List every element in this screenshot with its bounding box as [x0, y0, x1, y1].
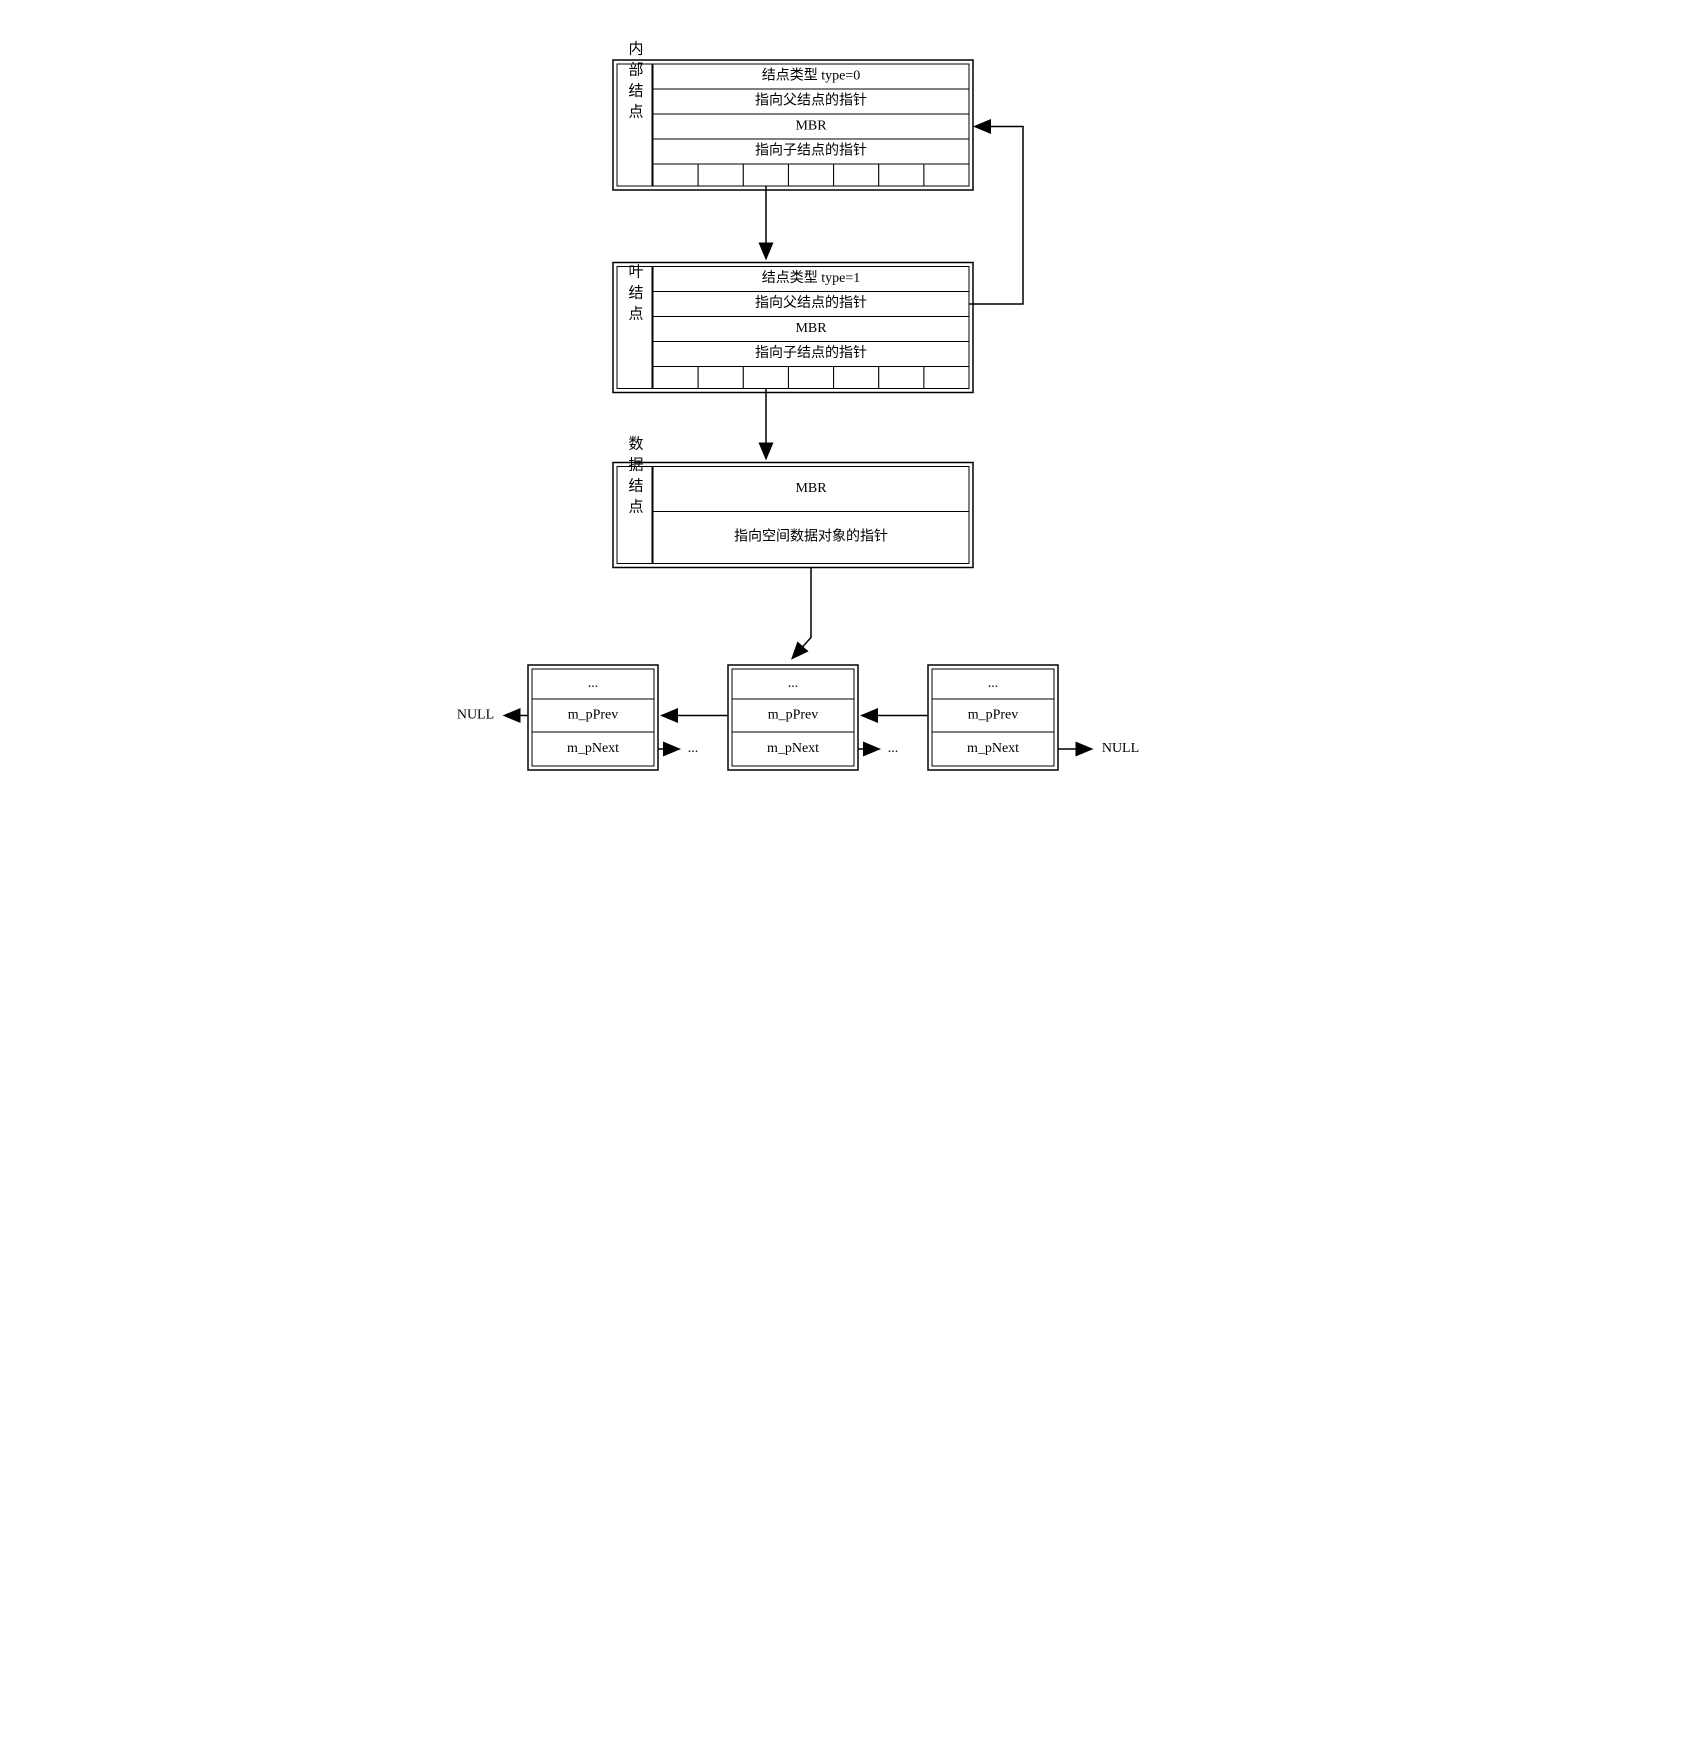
leaf-row-2: MBR — [795, 321, 827, 336]
svg-text:...: ... — [787, 676, 798, 691]
leaf-row-1: 指向父结点的指针 — [755, 295, 867, 311]
internal-row-2: MBR — [795, 119, 827, 134]
list-item: ... m_pPrev m_pNext — [928, 665, 1058, 770]
arrow-leaf-to-internal — [969, 127, 1023, 305]
null-right: NULL — [1101, 741, 1138, 756]
arrow-data-to-list — [793, 568, 811, 658]
list-item: ... m_pPrev m_pNext — [528, 665, 658, 770]
list-between-1n: ... — [687, 741, 698, 756]
svg-text:m_pNext: m_pNext — [766, 741, 818, 756]
internal-node: 内部结点 结点类型 type=0 指向父结点的指针 MBR 指向子结点的指针 — [613, 41, 973, 191]
list-item: ... m_pPrev m_pNext — [728, 665, 858, 770]
svg-text:m_pPrev: m_pPrev — [967, 708, 1018, 723]
internal-row-3: 指向子结点的指针 — [755, 143, 867, 159]
linked-list: ... m_pPrev m_pNext ... m_pPrev m_pNext … — [456, 665, 1138, 770]
data-row-0: MBR — [795, 481, 827, 496]
list-row-dots: ... — [587, 676, 598, 691]
diagram-svg: 内部结点 结点类型 type=0 指向父结点的指针 MBR 指向子结点的指针 叶… — [423, 30, 1268, 899]
internal-sidebar-label: 内部结点 — [626, 41, 643, 125]
svg-text:...: ... — [987, 676, 998, 691]
data-sidebar-label: 数据结点 — [626, 436, 643, 520]
list-row-next: m_pNext — [566, 741, 618, 756]
data-node: 数据结点 MBR 指向空间数据对象的指针 — [613, 436, 973, 568]
svg-text:m_pNext: m_pNext — [966, 741, 1018, 756]
leaf-sidebar-label: 叶结点 — [626, 264, 643, 327]
leaf-node: 叶结点 结点类型 type=1 指向父结点的指针 MBR 指向子结点的指针 — [613, 263, 973, 393]
svg-text:m_pPrev: m_pPrev — [767, 708, 818, 723]
list-between-2n: ... — [887, 741, 898, 756]
internal-row-0: 结点类型 type=0 — [761, 68, 860, 84]
leaf-slots — [653, 367, 969, 389]
list-row-prev: m_pPrev — [567, 708, 618, 723]
leaf-row-0: 结点类型 type=1 — [761, 270, 860, 286]
leaf-row-3: 指向子结点的指针 — [755, 345, 867, 361]
null-left: NULL — [456, 708, 493, 723]
internal-slots — [653, 164, 969, 186]
internal-row-1: 指向父结点的指针 — [755, 93, 867, 109]
data-row-1: 指向空间数据对象的指针 — [734, 529, 888, 545]
